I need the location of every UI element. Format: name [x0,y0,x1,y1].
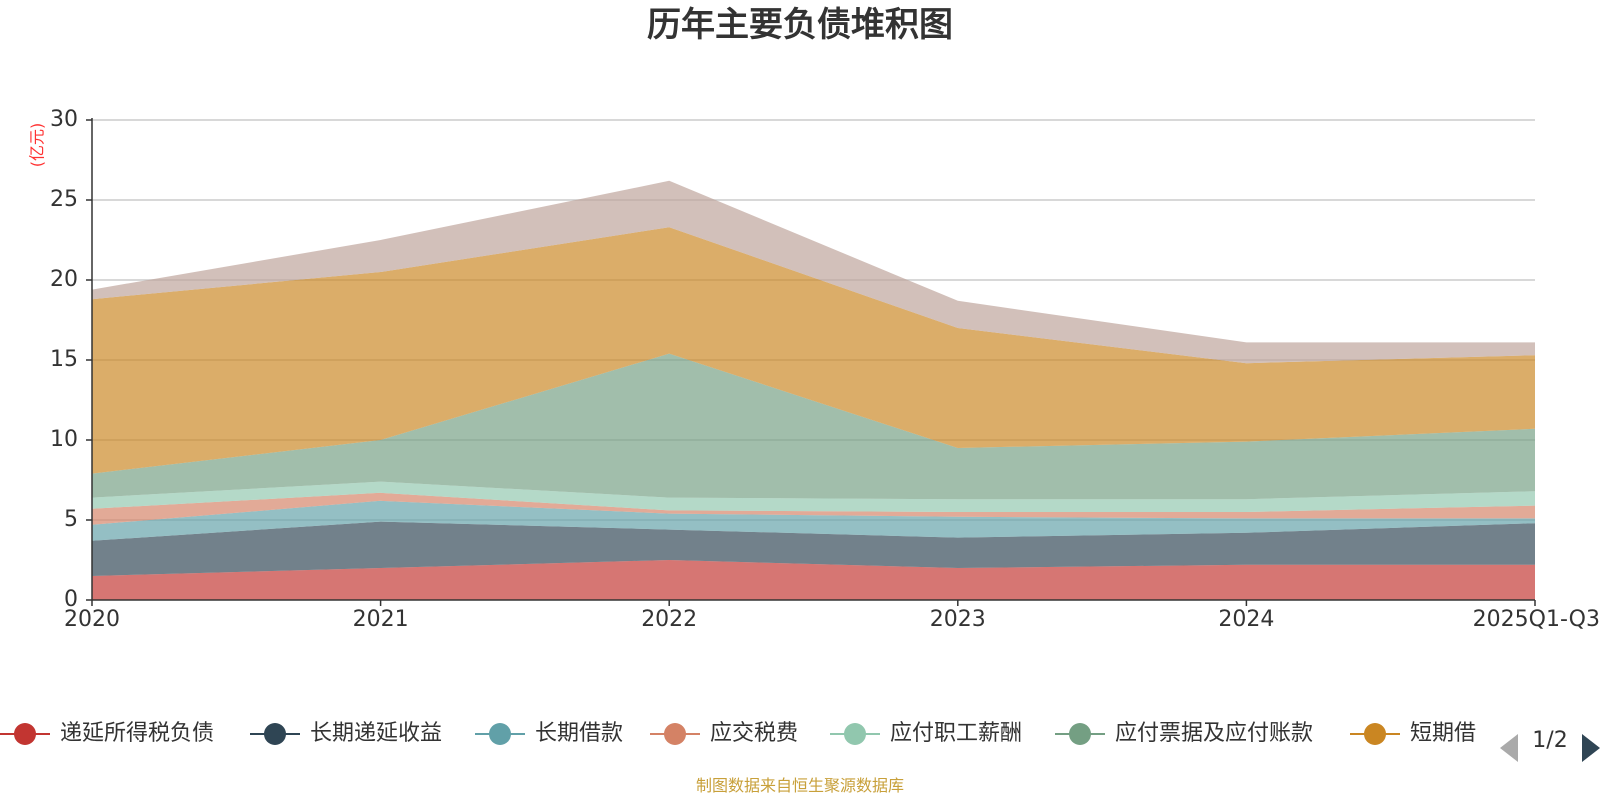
legend-marker [1069,723,1091,745]
legend-label: 应交税费 [710,721,798,746]
x-tick-label: 2025Q1-Q3 [1473,607,1600,632]
area-series [92,521,1535,576]
legend-label: 递延所得税负债 [60,721,214,746]
x-tick-label: 2021 [353,607,409,632]
x-tick-label: 2024 [1218,607,1274,632]
y-tick-label: 0 [64,587,78,612]
legend-marker [489,723,511,745]
x-tick-label: 2023 [930,607,986,632]
area-series [92,180,1535,364]
area-series-group [92,180,1535,600]
area-series [92,353,1535,500]
area-series [92,560,1535,600]
legend-label: 长期递延收益 [310,721,442,746]
legend-prev-arrow-icon[interactable] [1500,734,1518,762]
area-series [92,500,1535,541]
y-tick-label: 25 [50,187,78,212]
axes: 0 5 10 15 20 25 30 2020 2021 2022 2023 2024 2025Q1-Q… [50,107,1600,632]
legend-marker [844,723,866,745]
legend-marker [664,723,686,745]
legend-page-indicator: 1/2 [1532,728,1567,753]
x-tick-label: 2020 [64,607,120,632]
legend: 递延所得税负债 长期递延收益 长期借款 应交税费 应付职工薪酬 应付票据及应付账款 短期借 [0,721,1476,746]
legend-label: 长期借款 [535,721,623,746]
legend-marker [264,723,286,745]
area-series [92,492,1535,525]
legend-marker [14,723,36,745]
y-tick-label: 15 [50,347,78,372]
area-series [92,227,1535,474]
area-series [92,481,1535,512]
y-axis-unit-label: (亿元) [28,123,47,168]
legend-label: 应付职工薪酬 [890,721,1022,746]
data-source-note: 制图数据来自恒生聚源数据库 [696,776,904,795]
y-tick-label: 30 [50,107,78,132]
y-tick-label: 5 [64,507,78,532]
legend-label: 短期借 [1410,721,1476,746]
chart-title: 历年主要负债堆积图 [647,5,953,45]
legend-next-arrow-icon[interactable] [1582,734,1600,762]
y-tick-label: 10 [50,427,78,452]
legend-marker [1364,723,1386,745]
x-tick-label: 2022 [641,607,697,632]
legend-pager: 1/2 [1500,728,1600,762]
legend-label: 应付票据及应付账款 [1115,721,1313,746]
y-tick-label: 20 [50,267,78,292]
